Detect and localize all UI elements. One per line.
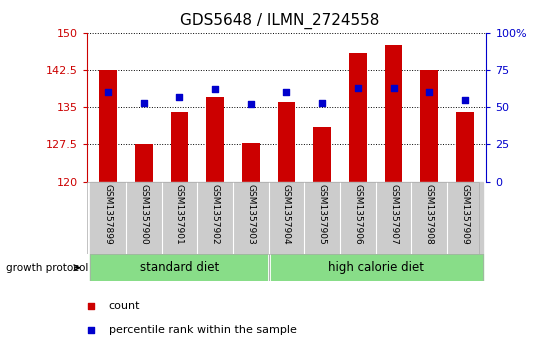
Bar	[456, 112, 474, 182]
Bar	[278, 102, 295, 182]
Point	[389, 85, 398, 91]
Bar	[170, 112, 188, 182]
Text: percentile rank within the sample: percentile rank within the sample	[108, 325, 296, 335]
Bar	[447, 182, 483, 254]
Text: GSM1357901: GSM1357901	[175, 184, 184, 244]
Bar	[313, 127, 331, 182]
Bar	[269, 254, 483, 281]
Bar	[233, 182, 269, 254]
Point	[211, 86, 220, 92]
Point	[353, 85, 362, 91]
Bar	[304, 182, 340, 254]
Bar	[420, 70, 438, 182]
Text: GSM1357903: GSM1357903	[247, 184, 255, 244]
Bar	[197, 182, 233, 254]
Point	[86, 303, 95, 309]
Point	[318, 100, 326, 106]
Text: GSM1357902: GSM1357902	[211, 184, 220, 244]
Bar	[162, 182, 197, 254]
Text: GSM1357906: GSM1357906	[353, 184, 362, 244]
Text: GSM1357899: GSM1357899	[103, 184, 112, 244]
Text: count: count	[108, 301, 140, 311]
Bar	[126, 182, 162, 254]
Bar	[269, 182, 304, 254]
Bar	[99, 70, 117, 182]
Point	[86, 327, 95, 333]
Point	[461, 97, 470, 103]
Bar	[242, 143, 260, 182]
Point	[425, 89, 434, 95]
Text: growth protocol: growth protocol	[6, 263, 88, 273]
Text: GSM1357909: GSM1357909	[461, 184, 470, 244]
Bar	[340, 182, 376, 254]
Point	[175, 94, 184, 99]
Point	[247, 101, 255, 107]
Bar	[90, 182, 126, 254]
Text: GSM1357900: GSM1357900	[139, 184, 148, 244]
Text: GSM1357907: GSM1357907	[389, 184, 398, 244]
Bar	[376, 182, 411, 254]
Bar	[411, 182, 447, 254]
Point	[103, 89, 112, 95]
Bar	[349, 53, 367, 181]
Point	[282, 89, 291, 95]
Bar	[90, 254, 269, 281]
Text: high calorie diet: high calorie diet	[328, 261, 424, 274]
Text: GSM1357905: GSM1357905	[318, 184, 326, 244]
Bar	[206, 97, 224, 182]
Bar	[385, 45, 402, 182]
Bar	[269, 254, 483, 281]
Point	[139, 100, 148, 106]
Text: GDS5648 / ILMN_2724558: GDS5648 / ILMN_2724558	[180, 13, 379, 29]
Text: GSM1357908: GSM1357908	[425, 184, 434, 244]
Text: standard diet: standard diet	[140, 261, 219, 274]
Text: GSM1357904: GSM1357904	[282, 184, 291, 244]
Bar	[135, 144, 153, 182]
Bar	[90, 254, 269, 281]
